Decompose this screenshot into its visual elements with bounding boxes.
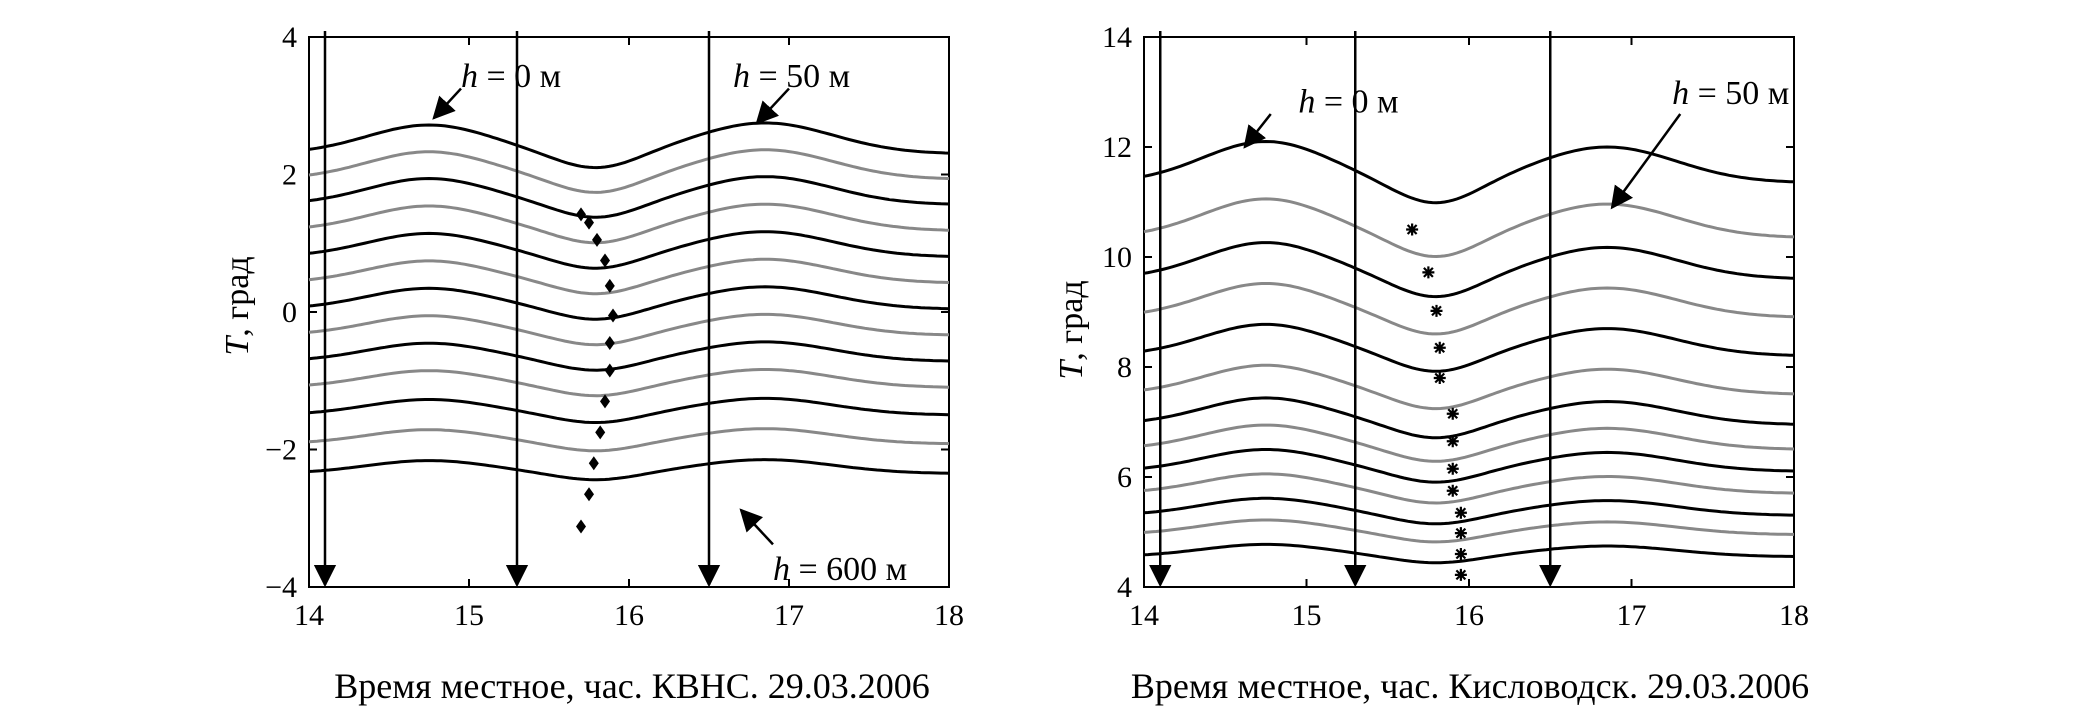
series-line [308,458,950,482]
series-line [1143,139,1795,205]
chart-kvns-xlabel: Время местное, час. КВНС. 29.03.2006 [334,666,929,706]
series-line [1143,542,1795,565]
y-tick-label: 14 [1102,21,1132,54]
minimum-marker [1430,304,1443,317]
x-tick-label: 17 [774,599,804,632]
minimum-marker [1454,568,1467,581]
minimum-marker [1454,527,1467,540]
series-line [308,175,950,219]
chart-kislovodsk-frame [1143,36,1795,588]
minimum-marker [1406,223,1419,236]
series-line [308,285,950,321]
chart-kvns: Время местное, час. КВНС. 29.03.2006 T, … [219,21,964,706]
minimum-marker [1422,266,1435,279]
x-tick-label: 15 [1292,599,1322,632]
series-line [1143,363,1795,411]
series-line [308,202,950,245]
minimum-marker [600,394,610,409]
series-line [1143,448,1795,484]
y-tick-label: 0 [282,296,297,329]
minimum-marker [1433,341,1446,354]
annotation-label: h = 50 м [1672,75,1789,112]
chart-kislovodsk: Время местное, час. Кисловодск. 29.03.20… [1053,21,1809,706]
minimum-marker [604,363,615,378]
y-tick-label: 2 [282,159,297,192]
minimum-marker [1454,548,1467,560]
chart-kvns-ylabel: T, град [219,256,256,355]
minimum-marker [1446,435,1459,448]
minimum-marker [584,487,594,502]
y-tick-label: 4 [282,21,297,54]
minimum-marker [608,308,618,323]
x-tick-label: 16 [614,599,644,632]
series-line [308,368,950,398]
series-line [1143,518,1794,544]
y-tick-label: 12 [1102,131,1132,164]
minimum-marker [576,207,586,222]
chart-kislovodsk-xlabel: Время местное, час. Кисловодск. 29.03.20… [1131,666,1809,706]
series-line [308,312,949,347]
y-tick-label: 6 [1117,461,1132,494]
minimum-marker [588,456,599,471]
annotation-label: h = 0 м [1298,83,1398,120]
x-tick-label: 16 [1454,599,1484,632]
y-tick-label: 8 [1117,351,1132,384]
series-line [308,340,950,372]
series-line [1143,282,1795,336]
series-line [1143,241,1795,299]
series-line [308,396,950,424]
y-tick-label: 4 [1117,571,1132,604]
minimum-marker [604,278,615,293]
minimum-marker [600,253,610,268]
series-line [308,230,950,270]
minimum-marker [1446,407,1459,420]
minimum-marker [584,215,594,230]
minimum-marker [1446,462,1459,475]
x-tick-label: 14 [1129,599,1159,632]
series-line [1143,197,1795,259]
series-line [1143,396,1795,440]
annotation-label: h = 0 м [461,58,561,95]
x-tick-label: 18 [934,599,964,632]
annotation-arrow [739,508,774,546]
series-line [308,121,950,170]
y-tick-label: −4 [265,571,297,604]
chart-kvns-frame [308,36,950,588]
x-tick-label: 15 [454,599,484,632]
x-tick-label: 14 [294,599,324,632]
annotation-arrow [1243,113,1272,149]
series-line [308,427,950,453]
minimum-marker [604,335,615,350]
x-tick-label: 18 [1779,599,1809,632]
minimum-marker [576,519,586,534]
annotation-arrow [1610,113,1682,210]
x-tick-label: 17 [1617,599,1647,632]
series-line [1143,322,1795,373]
series-line [308,148,950,194]
annotation-label: h = 50 м [733,58,850,95]
series-line [1143,472,1795,505]
series-line [308,257,950,296]
minimum-marker [595,425,606,440]
minimum-marker [1433,372,1446,384]
chart-kislovodsk-ylabel: T, град [1053,280,1090,379]
annotation-arrow [432,87,462,120]
series-line [1143,423,1795,463]
series-line [1143,496,1794,526]
y-tick-label: 10 [1102,241,1132,274]
minimum-marker [1446,484,1459,497]
annotation-label: h = 600 м [773,551,907,588]
minimum-marker [592,232,602,247]
y-tick-label: −2 [265,434,297,467]
annotation-arrow [755,87,790,125]
minimum-marker [1454,506,1467,519]
